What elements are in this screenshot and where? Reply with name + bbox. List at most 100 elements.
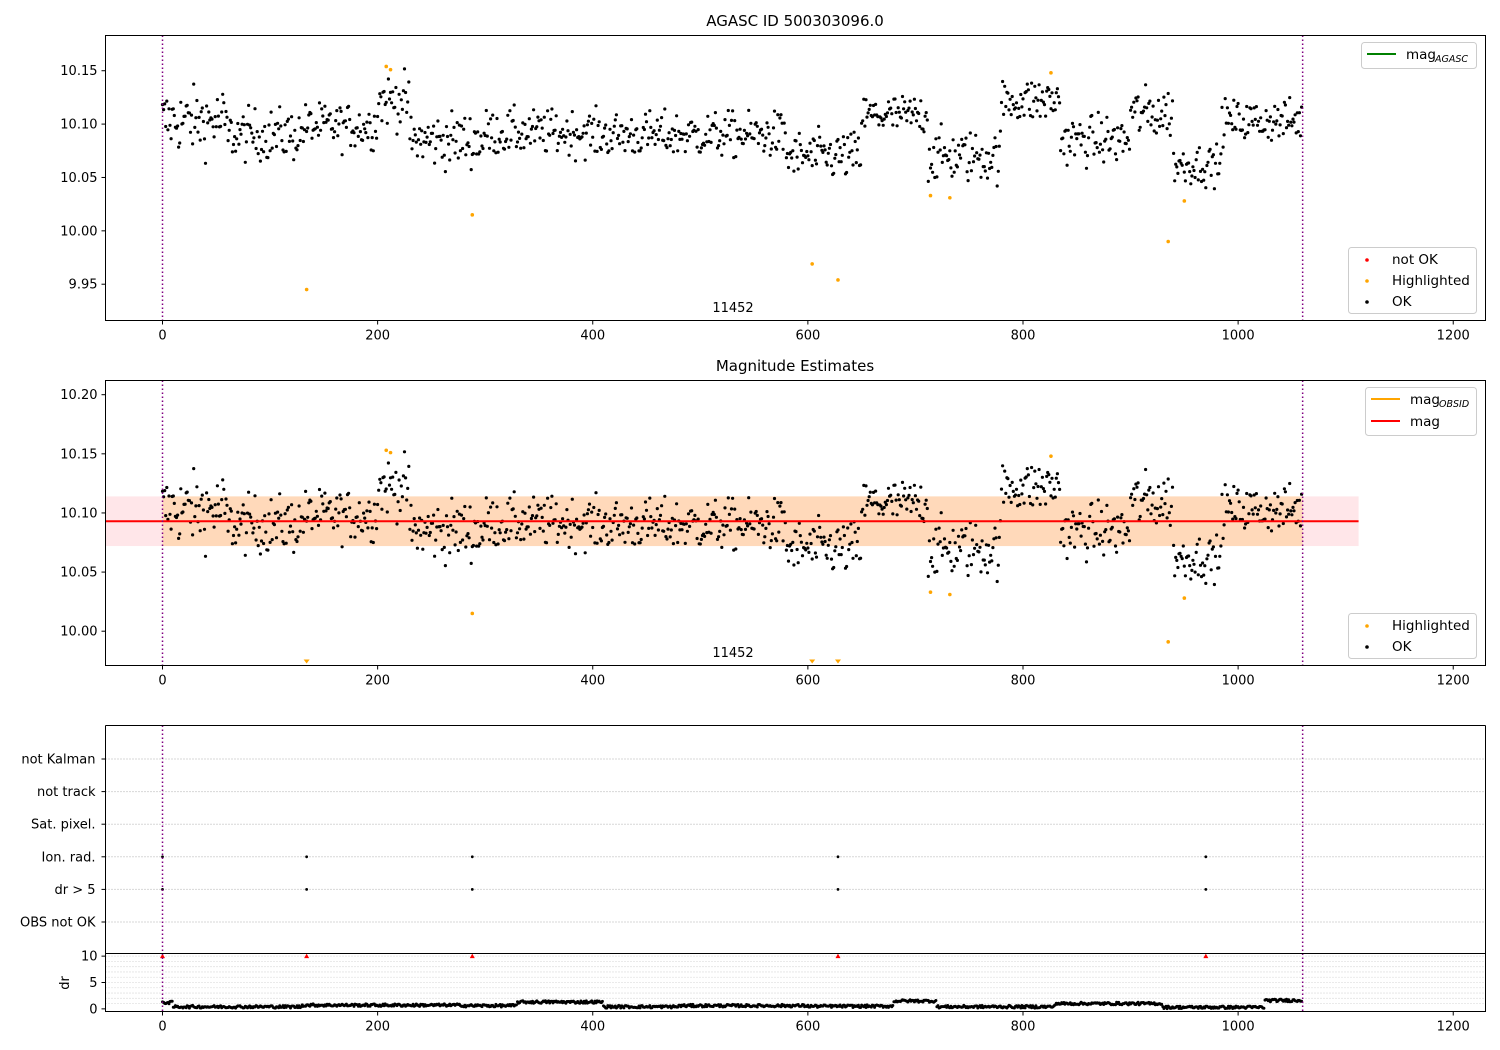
ok-point [1297,111,1301,115]
ok-point [1253,117,1257,121]
highlighted-point [836,278,840,282]
ok-point [1173,179,1177,183]
ok-point [334,507,338,511]
ok-point [703,534,707,539]
ok-point [990,165,994,169]
ok-point [825,163,829,167]
ok-point [926,179,930,183]
y-tick-label: 10.10 [60,118,97,133]
ok-point [1062,544,1066,548]
ok-point [194,504,198,508]
ok-point [286,505,290,509]
ok-point [1067,535,1071,540]
ok-point [671,542,676,546]
ok-point [183,114,187,118]
ok-point [985,176,990,180]
ok-point [449,523,453,527]
ok-point [1008,483,1012,488]
ok-point [263,514,267,518]
ok-point [513,125,517,129]
ok-point [542,503,546,507]
dr-point [936,1004,940,1008]
ok-point [609,139,613,143]
ok-point [1192,562,1196,566]
ok-point [603,515,607,520]
ok-point [952,170,956,174]
ok-point [1047,87,1051,92]
ok-point [1021,483,1025,487]
ok-point [560,526,564,530]
ok-point [595,149,599,153]
ok-point [897,498,901,502]
ok-point [922,130,926,134]
ok-point [913,494,918,498]
ok-point [838,537,842,541]
ok-point [230,150,234,154]
x-tick-label: 800 [1011,674,1036,689]
highlighted-point [388,450,393,455]
flag-point [1204,888,1208,891]
ok-point [969,169,974,173]
ok-point [856,526,861,531]
ok-point [1120,124,1124,128]
ok-point [396,112,400,116]
ok-point [292,158,296,162]
ok-point [172,501,176,505]
ok-point [778,504,782,508]
x-tick-label: 400 [580,329,605,344]
ok-point [1215,142,1219,146]
ok-point [1168,523,1172,528]
ok-point [931,170,935,174]
ok-point [1278,512,1282,516]
ok-point [166,128,170,132]
ok-point [1044,502,1048,506]
ok-point [770,532,775,536]
ok-point [1298,524,1303,528]
ok-point [1133,497,1137,502]
ok-point [373,129,378,133]
ok-point [1048,94,1052,98]
ok-point [305,129,309,134]
ok-point [821,150,825,154]
ok-point [462,127,466,131]
ok-point [808,141,812,145]
ok-point [990,559,994,563]
ok-point [935,569,939,574]
ok-point [741,142,745,146]
ok-point [1266,526,1270,530]
ok-point [1195,150,1199,154]
ok-point [171,494,175,498]
ok-point [1251,512,1255,516]
ok-point [1191,558,1195,562]
x-tick-label: 200 [365,1020,390,1035]
ok-point [416,528,421,532]
ok-point [591,525,595,530]
ok-point [590,510,594,514]
dr-point [1023,1006,1027,1010]
ok-point [812,138,816,143]
ok-point [1088,514,1092,519]
ok-point [412,517,416,521]
ok-point [731,109,735,113]
ok-point [735,128,739,132]
ok-point [760,517,764,521]
ok-point [903,100,907,104]
ok-point [609,529,613,533]
ok-point [607,149,611,153]
ok-point [796,167,800,171]
ok-point [287,530,291,534]
ok-point [519,146,523,150]
ok-point [1021,97,1025,101]
ok-point [618,533,622,537]
ok-point [192,467,196,471]
ok-point [800,161,805,165]
ok-point [859,556,863,560]
ok-point [748,132,752,136]
x-tick-label: 0 [158,329,166,344]
ok-point [181,510,185,514]
ok-point [696,128,700,132]
ok-point [1264,496,1268,500]
ok-point [1040,475,1044,479]
ok-point [722,533,726,537]
ok-point [643,112,648,116]
